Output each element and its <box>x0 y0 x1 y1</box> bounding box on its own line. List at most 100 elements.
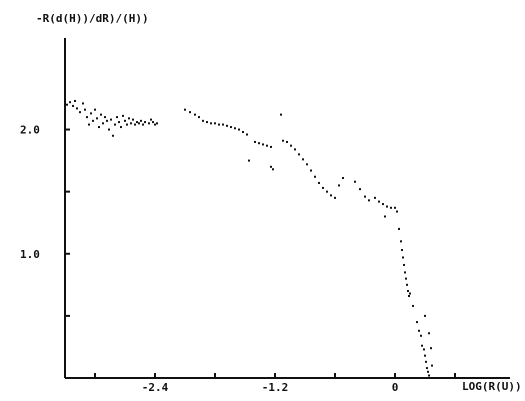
data-point <box>330 194 332 197</box>
data-point <box>150 118 152 121</box>
data-point <box>94 108 96 111</box>
data-point <box>110 118 112 121</box>
data-point <box>418 329 420 332</box>
y-axis-ticks: 1.0 2.0 <box>20 124 70 317</box>
data-point <box>142 123 144 126</box>
data-point <box>74 99 76 102</box>
data-point <box>124 119 126 122</box>
data-point <box>86 116 88 119</box>
data-point <box>102 122 104 125</box>
data-point <box>396 210 398 213</box>
data-point <box>106 119 108 122</box>
x-tick-label: -2.4 <box>142 381 169 394</box>
data-point <box>248 159 250 162</box>
data-point <box>154 123 156 126</box>
data-point <box>424 314 426 317</box>
data-point <box>338 184 340 187</box>
data-points <box>66 99 433 377</box>
data-point <box>202 119 204 122</box>
data-point <box>384 215 386 218</box>
data-point <box>234 127 236 130</box>
data-point <box>210 122 212 125</box>
data-point <box>272 168 274 171</box>
data-point <box>407 290 409 293</box>
data-point <box>334 196 336 199</box>
data-point <box>423 348 425 351</box>
data-point <box>359 188 361 191</box>
data-point <box>144 121 146 124</box>
data-point <box>222 123 224 126</box>
data-point <box>90 112 92 115</box>
data-point <box>84 108 86 111</box>
data-point <box>420 334 422 337</box>
data-point <box>266 144 268 147</box>
data-point <box>416 321 418 324</box>
data-point <box>194 113 196 116</box>
data-point <box>116 116 118 119</box>
data-point <box>326 190 328 193</box>
data-point <box>198 116 200 119</box>
data-point <box>314 175 316 178</box>
data-point <box>382 203 384 206</box>
data-point <box>254 140 256 143</box>
data-point <box>406 283 408 286</box>
data-point <box>140 119 142 122</box>
data-point <box>98 126 100 129</box>
data-point <box>128 117 130 120</box>
data-point <box>238 128 240 131</box>
data-point <box>120 126 122 129</box>
data-point <box>408 295 410 298</box>
x-tick-label: 0 <box>392 381 399 394</box>
data-point <box>152 121 154 124</box>
data-point <box>104 116 106 119</box>
data-point <box>430 347 432 350</box>
data-point <box>76 107 78 110</box>
data-point <box>112 134 114 137</box>
data-point <box>88 123 90 126</box>
data-point <box>412 304 414 307</box>
data-point <box>427 370 429 373</box>
data-point <box>132 118 134 121</box>
data-point <box>322 186 324 189</box>
data-point <box>270 145 272 148</box>
data-point <box>286 140 288 143</box>
data-point <box>184 108 186 111</box>
data-point <box>424 354 426 357</box>
data-point <box>118 121 120 124</box>
data-point <box>206 121 208 124</box>
x-axis-ticks: -2.4 -1.2 0 <box>94 373 456 394</box>
y-axis-label: -R(d(H))/dR)/(H)) <box>36 12 149 25</box>
data-point <box>425 360 427 363</box>
data-point <box>404 271 406 274</box>
data-point <box>96 117 98 120</box>
data-point <box>72 104 74 107</box>
data-point <box>294 148 296 151</box>
data-point <box>126 123 128 126</box>
data-point <box>134 123 136 126</box>
data-point <box>242 131 244 134</box>
data-point <box>374 196 376 199</box>
data-point <box>394 206 396 209</box>
data-point <box>66 103 68 106</box>
data-point <box>401 249 403 252</box>
data-point <box>400 240 402 243</box>
data-point <box>258 142 260 145</box>
data-point <box>246 133 248 136</box>
data-point <box>108 128 110 131</box>
data-point <box>342 176 344 179</box>
data-point <box>431 364 433 367</box>
data-point <box>114 123 116 126</box>
data-point <box>100 113 102 116</box>
data-point <box>386 205 388 208</box>
data-point <box>354 180 356 183</box>
data-point <box>218 123 220 126</box>
data-point <box>122 114 124 117</box>
data-point <box>403 263 405 266</box>
data-point <box>82 102 84 105</box>
data-point <box>421 344 423 347</box>
data-point <box>409 292 411 295</box>
data-point <box>138 122 140 125</box>
data-point <box>282 139 284 142</box>
data-point <box>148 122 150 125</box>
